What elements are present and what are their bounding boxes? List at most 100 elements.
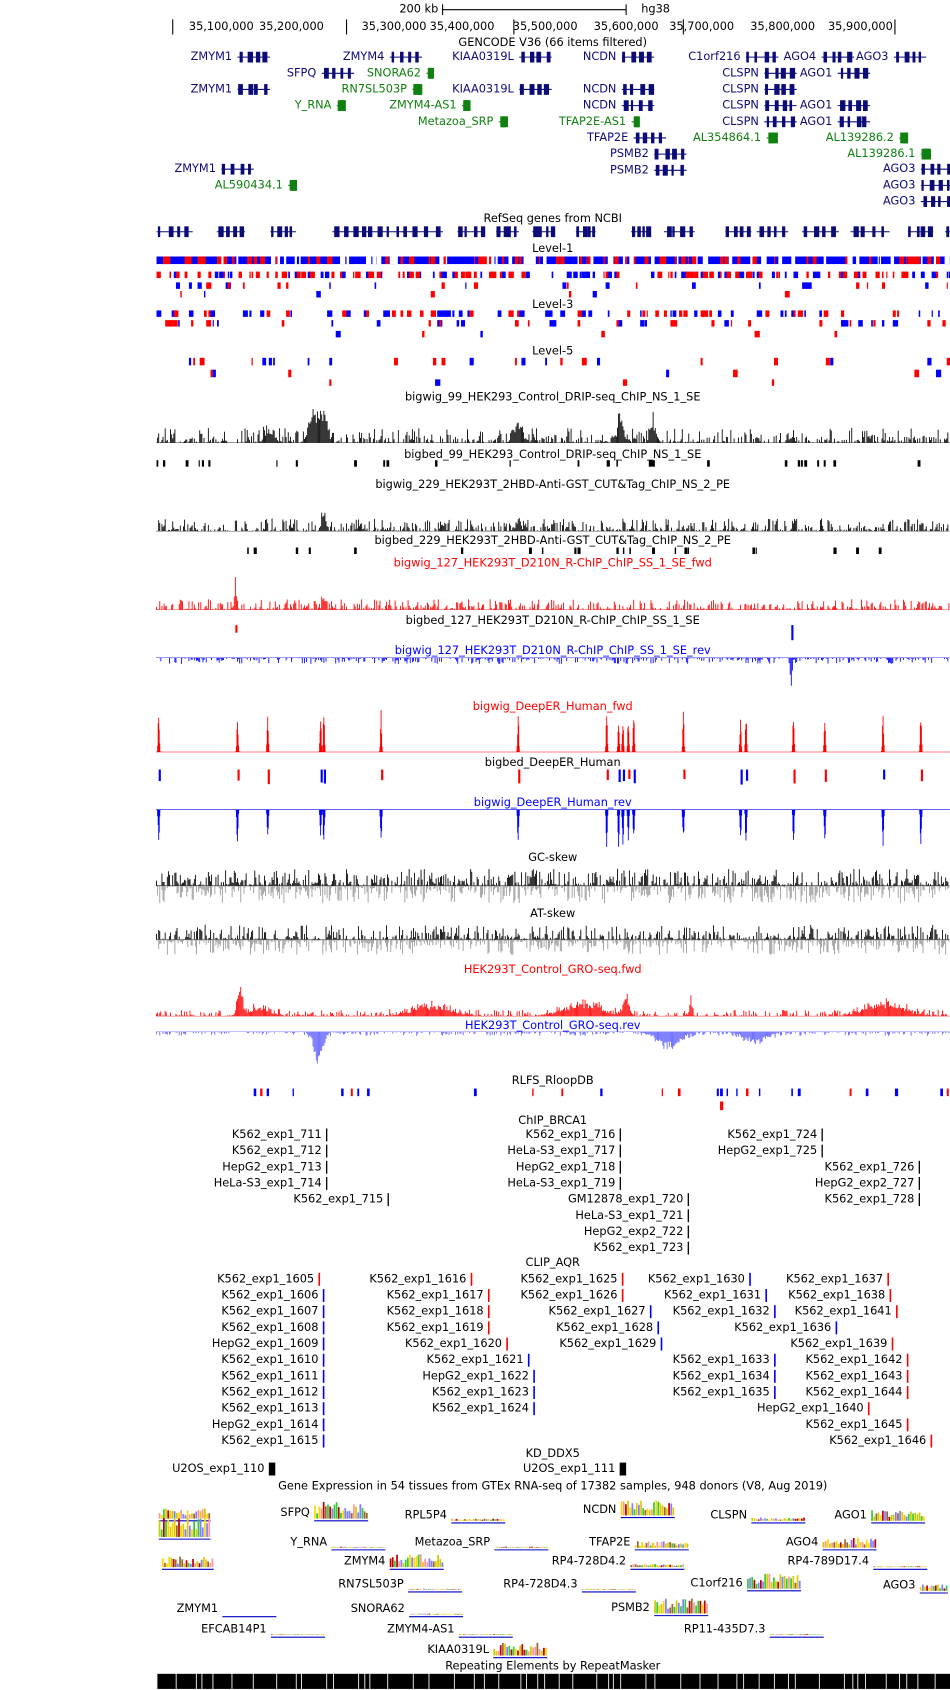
expression-bar bbox=[890, 1566, 893, 1568]
feature-label: K562_exp1_712 bbox=[232, 1143, 322, 1157]
expression-bar bbox=[433, 1589, 436, 1590]
feature-label: HepG2_exp1_1622 bbox=[422, 1368, 529, 1382]
feature bbox=[619, 1160, 621, 1174]
repeat-gap bbox=[680, 1673, 682, 1689]
gene-label: AL354864.1 bbox=[693, 130, 761, 144]
peak bbox=[386, 460, 390, 467]
expression-bar bbox=[361, 1546, 364, 1548]
expression-bar bbox=[470, 1520, 473, 1521]
exon bbox=[746, 51, 749, 63]
expression-bar bbox=[594, 1588, 597, 1590]
track-title: bigwig_229_HEK293T_2HBD-Anti-GST_CUT&Tag… bbox=[375, 477, 730, 491]
feature bbox=[793, 310, 796, 317]
feature bbox=[918, 1160, 920, 1174]
assembly-label: hg38 bbox=[641, 2, 670, 16]
feature bbox=[802, 282, 807, 289]
exon bbox=[789, 100, 793, 112]
exon bbox=[782, 226, 786, 238]
expression-bar bbox=[638, 1504, 640, 1516]
feature-label: HepG2_exp2_722 bbox=[584, 1224, 683, 1238]
feature bbox=[603, 256, 606, 265]
feature bbox=[784, 271, 787, 279]
feature bbox=[918, 310, 921, 317]
peak bbox=[648, 460, 653, 467]
feature bbox=[784, 310, 787, 317]
feature bbox=[577, 310, 583, 317]
feature bbox=[806, 256, 809, 265]
expression-bar bbox=[826, 1539, 829, 1548]
expression-bar bbox=[923, 1566, 925, 1568]
feature bbox=[508, 271, 514, 279]
feature bbox=[331, 271, 335, 279]
track-title: Level-1 bbox=[532, 241, 573, 255]
expression-bar bbox=[631, 1588, 634, 1590]
exon bbox=[839, 116, 844, 128]
feature bbox=[889, 1289, 892, 1302]
feature bbox=[918, 1176, 920, 1190]
feature bbox=[774, 1386, 776, 1399]
expression-bar bbox=[204, 1508, 206, 1519]
feature bbox=[465, 271, 469, 279]
exon bbox=[255, 51, 261, 63]
expression-bar bbox=[656, 1541, 659, 1548]
expression-bar bbox=[410, 1588, 412, 1590]
expression-bar bbox=[489, 1634, 491, 1636]
exon bbox=[929, 179, 935, 191]
expression-bar bbox=[519, 1645, 521, 1656]
expression-bar bbox=[196, 1561, 199, 1568]
feature bbox=[560, 310, 566, 317]
expression-bar bbox=[649, 1564, 652, 1568]
expression-bar bbox=[464, 1519, 466, 1521]
feature bbox=[422, 330, 425, 338]
feature bbox=[428, 320, 431, 327]
feature bbox=[299, 256, 301, 265]
feature bbox=[480, 330, 483, 338]
feature bbox=[445, 310, 451, 317]
feature-label: HeLa-S3_exp1_719 bbox=[507, 1175, 615, 1189]
expression-bar bbox=[363, 1546, 366, 1548]
expression-bar bbox=[672, 1507, 675, 1516]
expression-bar bbox=[796, 1575, 799, 1589]
feature bbox=[702, 256, 709, 265]
expression-bar bbox=[881, 1510, 884, 1521]
feature bbox=[560, 357, 563, 366]
feature bbox=[456, 320, 460, 327]
peak bbox=[381, 769, 384, 781]
expression-bar bbox=[487, 1519, 490, 1521]
expression-bar bbox=[918, 1566, 921, 1568]
expression-bar bbox=[211, 1558, 214, 1568]
expression-bar bbox=[824, 1541, 827, 1548]
repeat-gap bbox=[428, 1673, 430, 1689]
expression-bar bbox=[905, 1516, 908, 1521]
exon bbox=[337, 100, 342, 112]
gene-label: ZMYM1 bbox=[177, 1601, 218, 1615]
expression-bar bbox=[874, 1539, 877, 1548]
feature-label: K562_exp1_716 bbox=[526, 1127, 616, 1141]
expression-bar bbox=[350, 1547, 353, 1548]
gene-label: KIAA0319L bbox=[427, 1642, 489, 1656]
expression-bar bbox=[792, 1576, 795, 1589]
peak bbox=[677, 1088, 681, 1097]
feature bbox=[694, 310, 698, 317]
feature bbox=[562, 256, 564, 265]
peak bbox=[940, 1088, 944, 1097]
expression-bar bbox=[500, 1547, 503, 1548]
expression-bar bbox=[350, 1513, 353, 1519]
feature bbox=[938, 310, 940, 317]
expression-bar bbox=[924, 1586, 926, 1591]
exon bbox=[533, 226, 539, 238]
exon bbox=[636, 116, 640, 128]
feature bbox=[683, 271, 688, 279]
feature bbox=[156, 310, 162, 317]
feature bbox=[169, 320, 174, 327]
feature-label: HepG2_exp1_725 bbox=[718, 1143, 817, 1157]
feature bbox=[666, 369, 670, 378]
track-title: Gene Expression in 54 tissues from GTEx … bbox=[278, 1478, 827, 1492]
exon bbox=[848, 100, 853, 112]
exon bbox=[921, 179, 924, 191]
expression-bar bbox=[786, 1634, 789, 1636]
expression-bar bbox=[775, 1580, 777, 1589]
expression-bar bbox=[831, 1542, 833, 1548]
repeat-gap bbox=[326, 1673, 328, 1689]
exon bbox=[926, 148, 932, 160]
